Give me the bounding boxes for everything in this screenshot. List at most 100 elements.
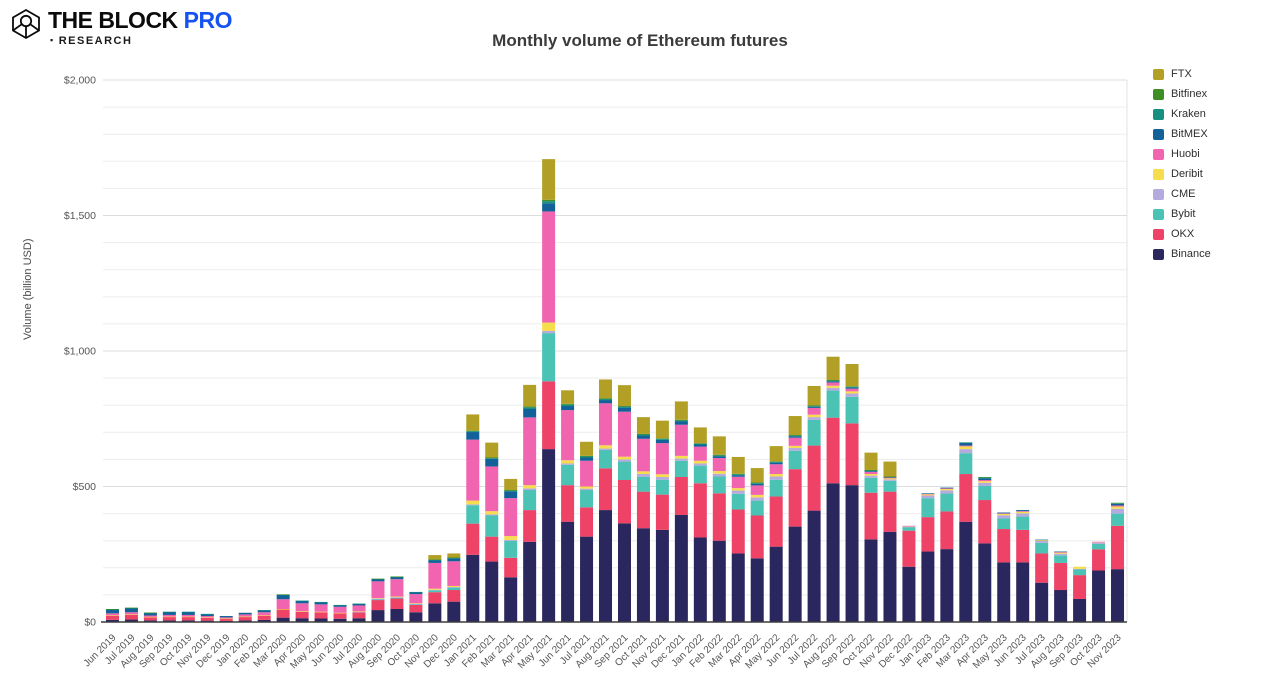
bar-segment-binance[interactable] (655, 529, 669, 622)
bar-Jun-2023[interactable] (1016, 510, 1030, 622)
bar-segment-binance[interactable] (864, 539, 878, 622)
bar-segment-okx[interactable] (712, 493, 726, 541)
bar-segment-bybit[interactable] (921, 498, 935, 518)
bar-Jun-2021[interactable] (561, 390, 575, 622)
bar-segment-huobi[interactable] (390, 579, 404, 597)
bar-segment-okx[interactable] (769, 496, 783, 547)
bar-segment-okx[interactable] (580, 507, 594, 537)
bar-segment-okx[interactable] (674, 477, 688, 515)
bar-segment-okx[interactable] (504, 557, 518, 578)
bar-segment-binance[interactable] (978, 543, 992, 622)
bar-segment-ftx[interactable] (693, 427, 707, 444)
bar-segment-okx[interactable] (1035, 553, 1049, 583)
bar-segment-binance[interactable] (105, 619, 119, 622)
bar-Sep-2020[interactable] (390, 576, 404, 622)
bar-segment-bybit[interactable] (788, 450, 802, 470)
bar-segment-ftx[interactable] (864, 452, 878, 470)
bar-segment-okx[interactable] (333, 613, 347, 619)
bar-segment-deribit[interactable] (428, 588, 442, 590)
bar-segment-huobi[interactable] (561, 410, 575, 461)
bar-segment-okx[interactable] (883, 491, 897, 532)
bar-segment-binance[interactable] (769, 546, 783, 622)
bar-segment-kraken[interactable] (769, 461, 783, 463)
bar-segment-huobi[interactable] (314, 604, 328, 612)
bar-Nov-2020[interactable] (428, 555, 442, 622)
bar-segment-deribit[interactable] (769, 474, 783, 477)
bar-segment-kraken[interactable] (352, 603, 366, 605)
bar-segment-deribit[interactable] (959, 446, 973, 450)
bar-segment-bybit[interactable] (485, 515, 499, 537)
bar-segment-deribit[interactable] (940, 488, 954, 491)
bar-segment-cme[interactable] (617, 459, 631, 462)
bar-segment-kraken[interactable] (257, 610, 271, 611)
bar-segment-okx[interactable] (750, 515, 764, 559)
bar-segment-cme[interactable] (636, 474, 650, 477)
bar-segment-huobi[interactable] (143, 615, 157, 617)
bar-segment-bitfinex[interactable] (712, 454, 726, 456)
bar-segment-cme[interactable] (807, 417, 821, 420)
bar-segment-bitmex[interactable] (617, 407, 631, 412)
bar-segment-cme[interactable] (940, 490, 954, 494)
bar-segment-deribit[interactable] (636, 471, 650, 475)
bar-segment-ftx[interactable] (826, 356, 840, 380)
bar-segment-ftx[interactable] (485, 442, 499, 458)
bar-segment-deribit[interactable] (561, 460, 575, 464)
bar-segment-okx[interactable] (731, 509, 745, 554)
bar-segment-huobi[interactable] (352, 605, 366, 612)
bar-Jun-2019[interactable] (105, 608, 119, 622)
bar-Feb-2020[interactable] (257, 610, 271, 622)
bar-segment-huobi[interactable] (1016, 511, 1030, 512)
bar-segment-huobi[interactable] (807, 407, 821, 415)
bar-segment-bybit[interactable] (580, 490, 594, 508)
bar-segment-binance[interactable] (352, 618, 366, 622)
bar-segment-bitfinex[interactable] (731, 473, 745, 475)
bar-segment-bybit[interactable] (940, 493, 954, 512)
bar-segment-ftx[interactable] (788, 416, 802, 436)
bar-segment-bitfinex[interactable] (1111, 502, 1125, 504)
bar-segment-ftx[interactable] (731, 456, 745, 474)
bar-segment-ftx[interactable] (580, 441, 594, 456)
bar-segment-kraken[interactable] (181, 611, 195, 613)
bar-segment-bitmex[interactable] (940, 487, 954, 489)
bar-segment-huobi[interactable] (428, 562, 442, 589)
bar-Feb-2023[interactable] (940, 487, 954, 622)
bar-segment-huobi[interactable] (712, 458, 726, 472)
bar-Jan-2022[interactable] (693, 427, 707, 622)
bar-segment-deribit[interactable] (162, 616, 176, 618)
bar-segment-huobi[interactable] (655, 443, 669, 475)
bar-segment-bybit[interactable] (750, 500, 764, 516)
bar-segment-deribit[interactable] (1016, 511, 1030, 514)
bar-Apr-2020[interactable] (295, 600, 309, 622)
bar-segment-okx[interactable] (219, 618, 233, 621)
bar-segment-binance[interactable] (712, 540, 726, 622)
bar-segment-bitmex[interactable] (466, 432, 480, 440)
bar-segment-cme[interactable] (693, 463, 707, 466)
bar-segment-cme[interactable] (1035, 540, 1049, 543)
bar-segment-binance[interactable] (731, 553, 745, 622)
bar-Oct-2023[interactable] (1092, 541, 1106, 622)
bar-segment-bybit[interactable] (428, 590, 442, 593)
bar-May-2020[interactable] (314, 601, 328, 622)
bar-segment-bybit[interactable] (636, 476, 650, 492)
bar-segment-binance[interactable] (523, 541, 537, 622)
bar-segment-ftx[interactable] (466, 414, 480, 431)
bar-segment-okx[interactable] (864, 492, 878, 540)
bar-segment-huobi[interactable] (371, 581, 385, 599)
bar-segment-binance[interactable] (276, 617, 290, 622)
bar-segment-bitmex[interactable] (219, 616, 233, 618)
bar-segment-huobi[interactable] (124, 612, 138, 615)
bar-segment-huobi[interactable] (636, 438, 650, 472)
bar-segment-kraken[interactable] (162, 611, 176, 613)
bar-Oct-2022[interactable] (864, 452, 878, 622)
bar-segment-bitmex[interactable] (580, 457, 594, 461)
bar-segment-kraken[interactable] (542, 201, 556, 204)
bar-segment-cme[interactable] (504, 539, 518, 541)
bar-Jun-2020[interactable] (333, 604, 347, 622)
bar-segment-huobi[interactable] (883, 477, 897, 479)
bar-segment-cme[interactable] (1092, 542, 1106, 544)
bar-segment-bitmex[interactable] (1111, 503, 1125, 506)
bar-segment-okx[interactable] (409, 604, 423, 613)
bar-Jul-2023[interactable] (1035, 539, 1049, 622)
legend-item-ftx[interactable]: FTX (1153, 69, 1211, 80)
bar-segment-okx[interactable] (143, 617, 157, 621)
